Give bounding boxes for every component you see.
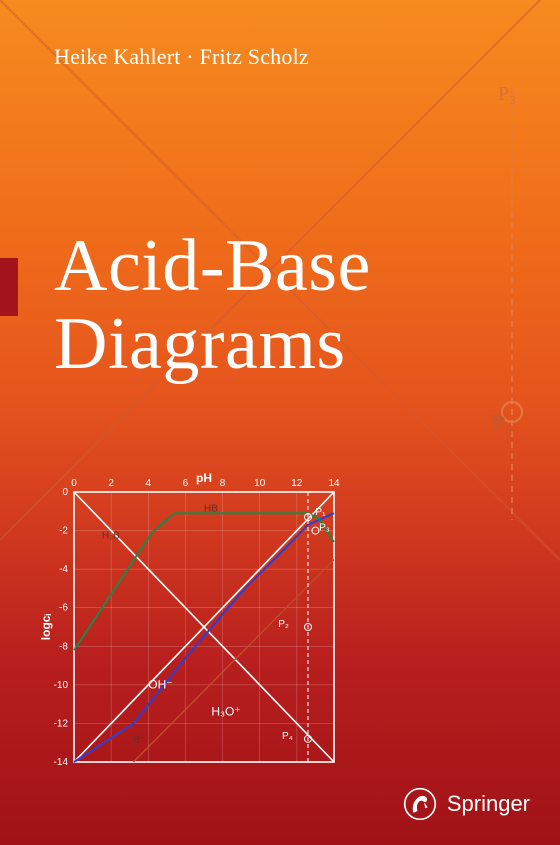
svg-text:10: 10: [254, 478, 266, 489]
spine-tab: [0, 258, 18, 316]
svg-text:0: 0: [62, 487, 68, 498]
springer-logo-icon: [403, 787, 437, 821]
svg-text:-4: -4: [59, 564, 68, 575]
svg-text:-14: -14: [54, 757, 69, 768]
svg-text:2: 2: [108, 478, 114, 489]
svg-text:pH: pH: [196, 471, 212, 485]
publisher: Springer: [403, 787, 530, 821]
svg-text:B⁻: B⁻: [133, 735, 145, 746]
svg-text:P₃: P₃: [498, 83, 516, 105]
svg-text:P₁: P₁: [315, 507, 326, 518]
svg-text:0: 0: [71, 478, 77, 489]
title: Acid-Base Diagrams: [54, 228, 371, 383]
svg-text:OH⁻: OH⁻: [148, 678, 172, 692]
title-line-2: Diagrams: [54, 306, 371, 384]
svg-text:logcᵢ: logcᵢ: [40, 614, 53, 641]
svg-text:-10: -10: [54, 680, 69, 691]
svg-text:P₄: P₄: [282, 731, 293, 742]
authors: Heike Kahlert · Fritz Scholz: [54, 44, 309, 70]
svg-text:12: 12: [291, 478, 303, 489]
acid-base-chart: 0 2 4 6 8 10 12 14 0 -2 -4 -6 -8 -10 -12 -14 pH logcᵢ HB OH…: [40, 470, 350, 810]
svg-text:-12: -12: [54, 718, 69, 729]
svg-text:P₂: P₂: [278, 619, 289, 630]
svg-text:H₃O⁺: H₃O⁺: [211, 705, 240, 719]
svg-text:HB: HB: [204, 503, 218, 514]
svg-text:14: 14: [328, 478, 340, 489]
book-cover: P₃ P₂ Heike Kahlert · Fritz Scholz Acid-…: [0, 0, 560, 845]
svg-text:H₂B: H₂B: [102, 530, 120, 541]
svg-text:-8: -8: [59, 641, 68, 652]
publisher-name: Springer: [447, 791, 530, 817]
svg-text:-2: -2: [59, 526, 68, 537]
svg-text:P₃: P₃: [319, 523, 330, 534]
title-line-1: Acid-Base: [54, 228, 371, 306]
svg-text:8: 8: [220, 478, 226, 489]
svg-text:6: 6: [183, 478, 189, 489]
svg-text:-6: -6: [59, 603, 68, 614]
svg-text:4: 4: [146, 478, 152, 489]
svg-text:P₂: P₂: [492, 410, 512, 435]
